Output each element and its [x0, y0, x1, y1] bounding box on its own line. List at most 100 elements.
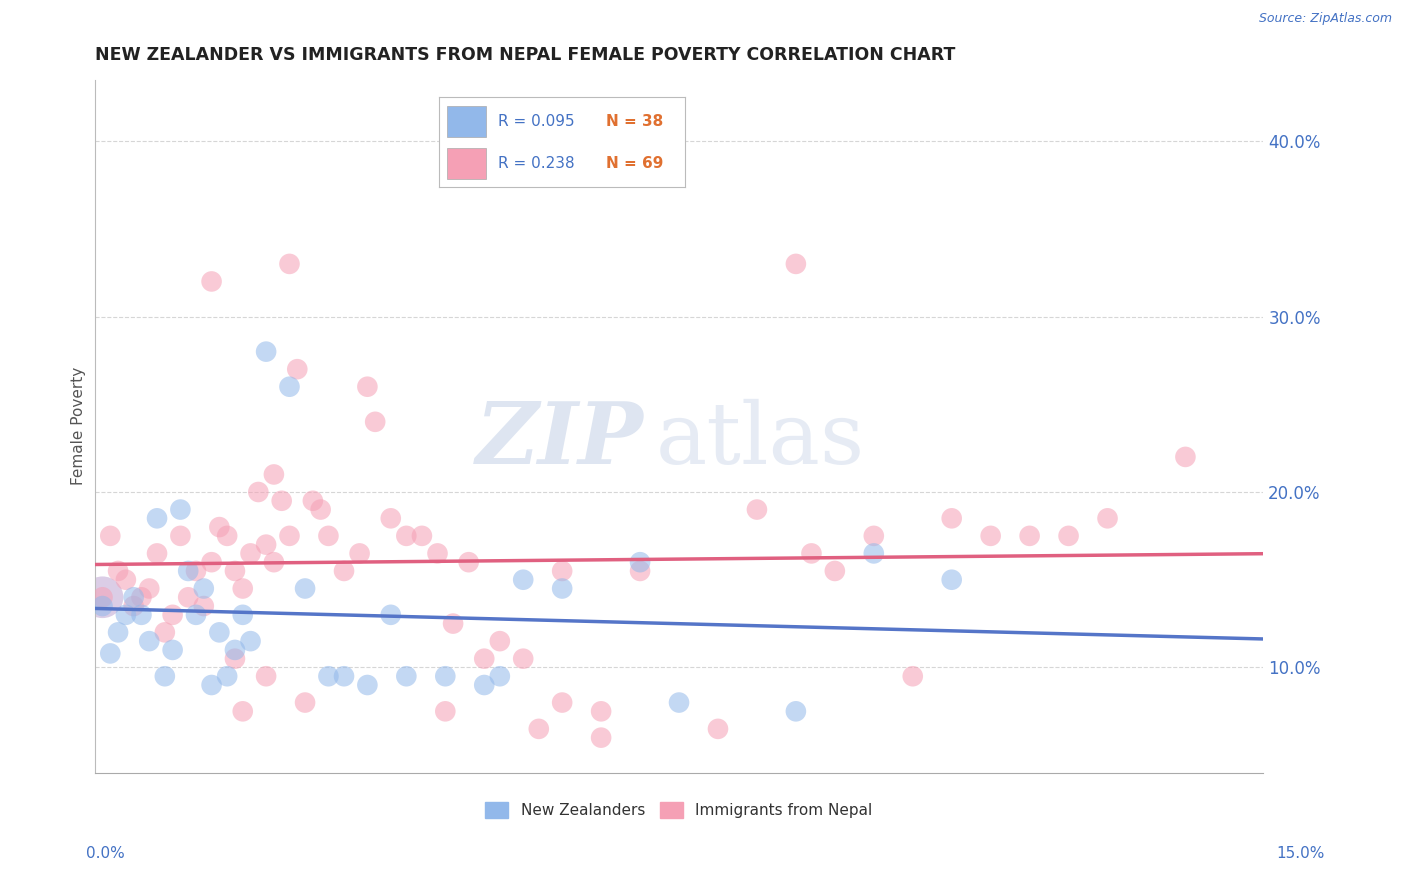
Text: 0.0%: 0.0% — [86, 847, 125, 861]
Point — [232, 582, 254, 596]
Point — [98, 647, 121, 661]
Point — [745, 502, 768, 516]
Point — [380, 511, 402, 525]
Point — [184, 607, 207, 622]
Point — [224, 651, 246, 665]
Point — [472, 678, 495, 692]
Point — [122, 599, 145, 613]
Point — [138, 634, 160, 648]
Point — [247, 485, 270, 500]
Point — [232, 607, 254, 622]
Point — [434, 669, 457, 683]
Point — [285, 362, 308, 376]
Point — [263, 467, 285, 482]
Point — [131, 591, 153, 605]
Point — [356, 380, 378, 394]
Point — [349, 546, 371, 560]
Point — [591, 704, 613, 718]
Point — [177, 591, 200, 605]
Point — [138, 582, 160, 596]
Point — [1057, 529, 1080, 543]
Point — [200, 555, 222, 569]
Point — [785, 257, 807, 271]
Point — [824, 564, 846, 578]
Point — [146, 511, 169, 525]
Point — [153, 669, 176, 683]
Point — [91, 591, 114, 605]
Point — [489, 634, 512, 648]
Point — [551, 582, 574, 596]
Point — [551, 696, 574, 710]
Point — [107, 625, 129, 640]
Point — [441, 616, 464, 631]
Point — [628, 564, 651, 578]
Point — [115, 573, 138, 587]
Point — [457, 555, 479, 569]
Point — [254, 538, 277, 552]
Point — [395, 529, 418, 543]
Point — [426, 546, 449, 560]
Point — [472, 651, 495, 665]
Text: atlas: atlas — [655, 399, 865, 482]
Point — [364, 415, 387, 429]
Point — [217, 529, 239, 543]
Point — [512, 573, 534, 587]
Point — [800, 546, 823, 560]
Point — [628, 555, 651, 569]
Point — [169, 529, 191, 543]
Point — [980, 529, 1002, 543]
Point — [184, 564, 207, 578]
Point — [294, 696, 316, 710]
Point — [309, 502, 332, 516]
Point — [122, 591, 145, 605]
Point — [785, 704, 807, 718]
Point — [224, 643, 246, 657]
Point — [254, 669, 277, 683]
Text: ZIP: ZIP — [477, 399, 644, 482]
Point — [318, 669, 340, 683]
Point — [294, 582, 316, 596]
Point — [162, 607, 184, 622]
Point — [434, 704, 457, 718]
Point — [263, 555, 285, 569]
Point — [278, 257, 301, 271]
Point — [1174, 450, 1197, 464]
Text: NEW ZEALANDER VS IMMIGRANTS FROM NEPAL FEMALE POVERTY CORRELATION CHART: NEW ZEALANDER VS IMMIGRANTS FROM NEPAL F… — [94, 46, 955, 64]
Point — [941, 573, 963, 587]
Text: Source: ZipAtlas.com: Source: ZipAtlas.com — [1258, 12, 1392, 25]
Point — [668, 696, 690, 710]
Point — [239, 634, 262, 648]
Point — [380, 607, 402, 622]
Point — [707, 722, 730, 736]
Point — [200, 678, 222, 692]
Point — [98, 529, 121, 543]
Point — [901, 669, 924, 683]
Point — [169, 502, 191, 516]
Point — [224, 564, 246, 578]
Point — [862, 529, 884, 543]
Point — [1097, 511, 1119, 525]
Point — [1018, 529, 1040, 543]
Point — [91, 599, 114, 613]
Point — [278, 380, 301, 394]
Point — [591, 731, 613, 745]
Text: 15.0%: 15.0% — [1277, 847, 1324, 861]
Point — [318, 529, 340, 543]
Point — [107, 564, 129, 578]
Point — [411, 529, 433, 543]
Point — [200, 275, 222, 289]
Point — [91, 591, 114, 605]
Point — [153, 625, 176, 640]
Point — [254, 344, 277, 359]
Point — [217, 669, 239, 683]
Point — [115, 607, 138, 622]
Point — [356, 678, 378, 692]
Point — [239, 546, 262, 560]
Point — [193, 599, 215, 613]
Point — [208, 520, 231, 534]
Point — [208, 625, 231, 640]
Y-axis label: Female Poverty: Female Poverty — [72, 368, 86, 485]
Point — [278, 529, 301, 543]
Point — [512, 651, 534, 665]
Point — [333, 564, 356, 578]
